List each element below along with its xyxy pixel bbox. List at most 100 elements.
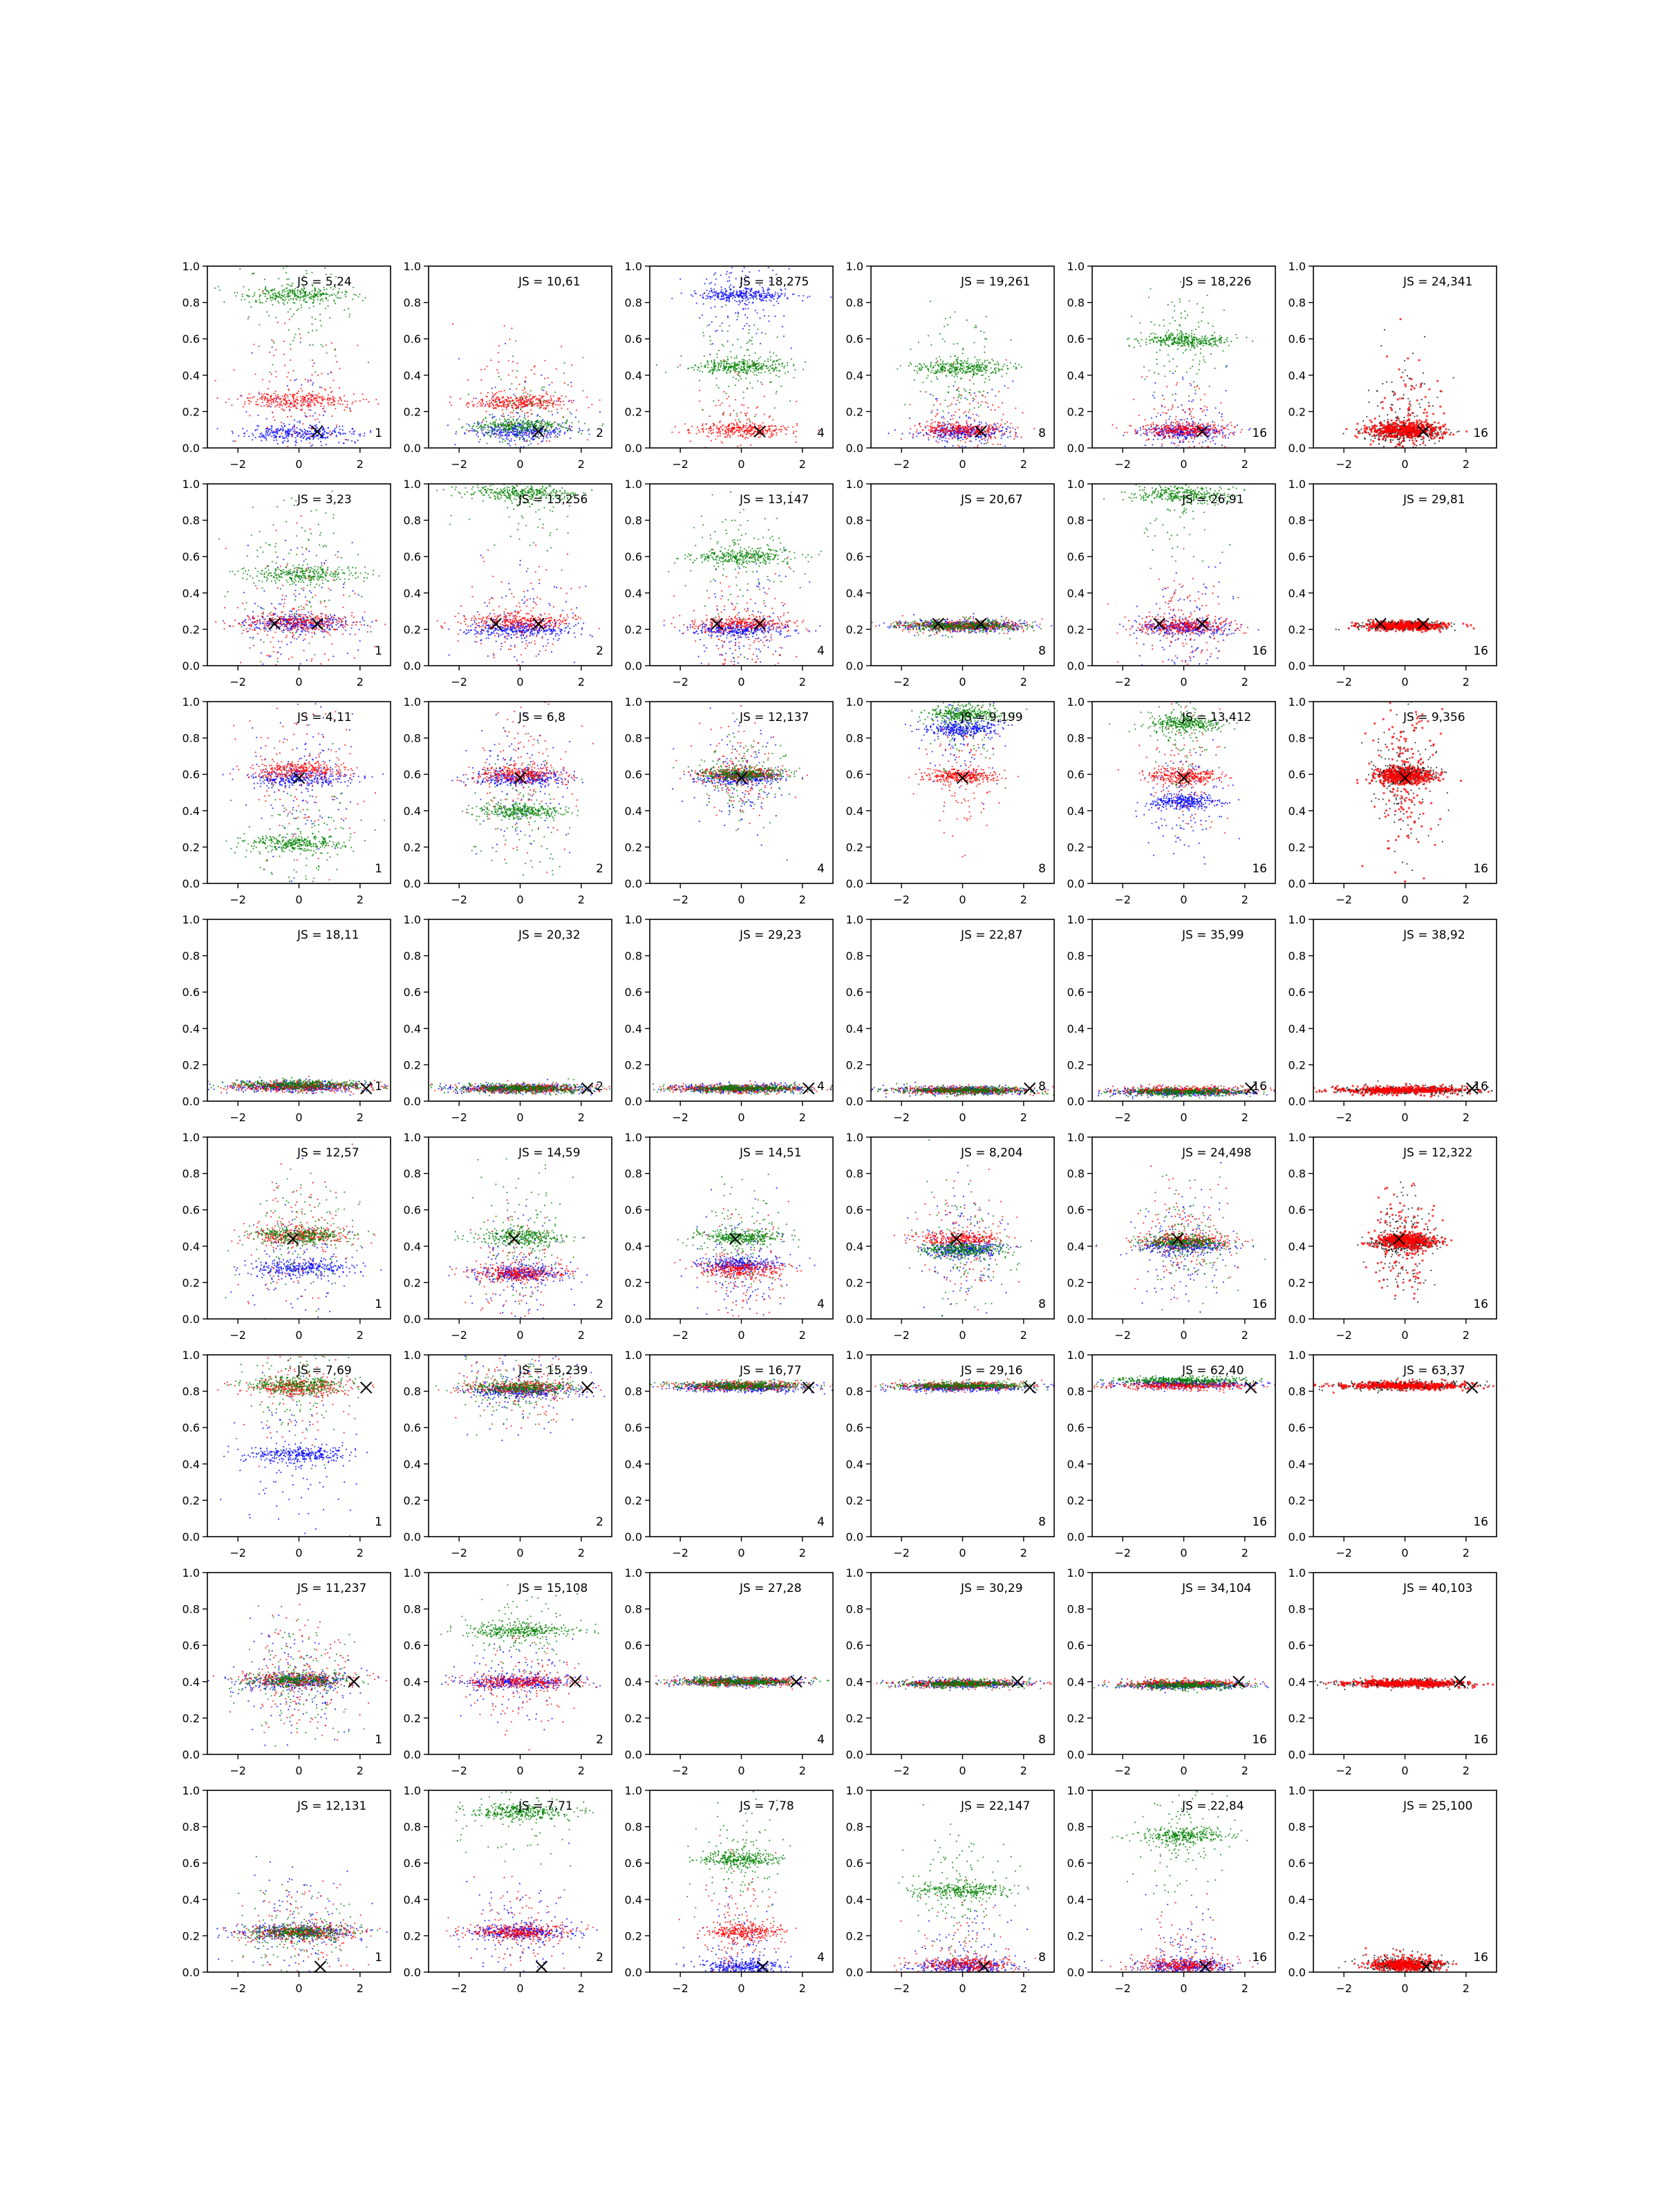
scatter-point-green — [353, 286, 355, 289]
scatter-point-red — [719, 404, 721, 406]
scatter-point-red — [731, 430, 733, 432]
scatter-point-blue — [518, 438, 521, 440]
scatter-point-red — [740, 411, 742, 414]
scatter-point-red — [530, 369, 532, 371]
scatter-point-red — [284, 403, 286, 405]
scatter-point-blue — [518, 424, 521, 426]
scatter-point-green — [778, 371, 780, 373]
scatter-point-red — [569, 400, 571, 402]
scatter-point-red — [472, 405, 475, 408]
scatter-point-red — [709, 415, 711, 418]
scatter-point-green — [729, 364, 731, 366]
scatter-point-green — [991, 358, 993, 360]
scatter-point-red — [966, 420, 968, 422]
scatter-point-green — [954, 381, 956, 383]
scatter-point-red — [1010, 422, 1012, 424]
scatter-point-blue — [744, 297, 747, 299]
scatter-point-green — [602, 423, 604, 425]
scatter-point-green — [514, 424, 516, 426]
scatter-point-green — [762, 362, 765, 364]
scatter-point-green — [736, 365, 738, 367]
scatter-point-blue — [715, 290, 718, 292]
scatter-point-blue — [302, 434, 304, 436]
scatter-point-red — [308, 406, 310, 409]
scatter-point-green — [954, 311, 956, 313]
scatter-point-blue — [758, 290, 760, 292]
scatter-point-green — [362, 299, 364, 301]
scatter-point-blue — [997, 422, 999, 424]
scatter-point-red — [776, 428, 778, 430]
scatter-point-green — [319, 319, 321, 321]
scatter-point-red — [248, 393, 250, 395]
scatter-point-red — [490, 359, 492, 362]
scatter-point-blue — [485, 404, 487, 406]
scatter-point-red — [343, 395, 346, 397]
scatter-point-red — [485, 411, 487, 413]
scatter-point-red — [701, 424, 704, 427]
scatter-point-blue — [489, 435, 492, 437]
scatter-point-blue — [758, 293, 760, 295]
scatter-point-red — [332, 397, 334, 399]
scatter-point-green — [302, 295, 304, 297]
scatter-point-green — [491, 433, 493, 435]
scatter-point-green — [749, 339, 751, 341]
scatter-point-blue — [321, 444, 323, 447]
scatter-point-red — [288, 389, 290, 391]
scatter-point-green — [955, 366, 957, 368]
scatter-point-red — [956, 432, 959, 434]
scatter-point-blue — [747, 308, 749, 310]
scatter-point-blue — [309, 430, 311, 432]
scatter-point-green — [325, 297, 327, 299]
scatter-point-green — [1001, 375, 1003, 377]
scatter-point-green — [554, 391, 556, 393]
scatter-point-green — [327, 305, 329, 307]
scatter-point-green — [947, 362, 949, 364]
scatter-point-red — [311, 374, 313, 376]
scatter-point-green — [274, 299, 276, 301]
scatter-point-blue — [523, 415, 526, 417]
scatter-point-green — [728, 367, 730, 369]
scatter-point-red — [944, 429, 946, 431]
scatter-point-green — [273, 294, 275, 297]
scatter-point-green — [532, 404, 534, 406]
scatter-point-blue — [339, 432, 341, 434]
scatter-point-red — [966, 434, 968, 436]
scatter-point-green — [747, 370, 749, 372]
scatter-point-green — [266, 297, 268, 299]
y-tick-label: 0.2 — [404, 405, 421, 418]
scatter-point-green — [516, 431, 519, 434]
scatter-point-green — [548, 423, 551, 425]
scatter-point-blue — [1201, 435, 1203, 437]
scatter-point-blue — [351, 428, 353, 431]
scatter-point-red — [708, 435, 710, 438]
scatter-point-green — [769, 356, 771, 358]
scatter-point-green — [247, 289, 250, 291]
scatter-point-green — [984, 346, 986, 348]
scatter-point-blue — [715, 294, 717, 296]
scatter-point-red — [679, 364, 682, 366]
scatter-point-green — [303, 294, 306, 296]
scatter-point-green — [327, 293, 329, 295]
scatter-point-red — [738, 431, 740, 433]
scatter-point-red — [525, 440, 527, 442]
scatter-point-red — [501, 401, 504, 403]
scatter-point-green — [690, 366, 693, 368]
scatter-point-red — [273, 355, 275, 357]
scatter-point-blue — [259, 436, 261, 438]
scatter-point-green — [306, 301, 308, 303]
scatter-point-red — [515, 400, 517, 402]
scatter-point-red — [339, 403, 341, 405]
scatter-point-red — [567, 408, 569, 411]
scatter-point-blue — [296, 442, 298, 444]
scatter-point-red — [268, 402, 270, 404]
scatter-point-blue — [519, 431, 521, 433]
scatter-point-red — [995, 426, 997, 428]
scatter-point-blue — [588, 433, 590, 435]
scatter-point-green — [479, 438, 482, 440]
scatter-point-blue — [332, 430, 334, 432]
scatter-point-green — [522, 425, 524, 427]
scatter-point-blue — [830, 296, 832, 298]
scatter-point-green — [959, 364, 962, 366]
scatter-point-green — [367, 362, 370, 364]
scatter-point-blue — [265, 435, 267, 437]
